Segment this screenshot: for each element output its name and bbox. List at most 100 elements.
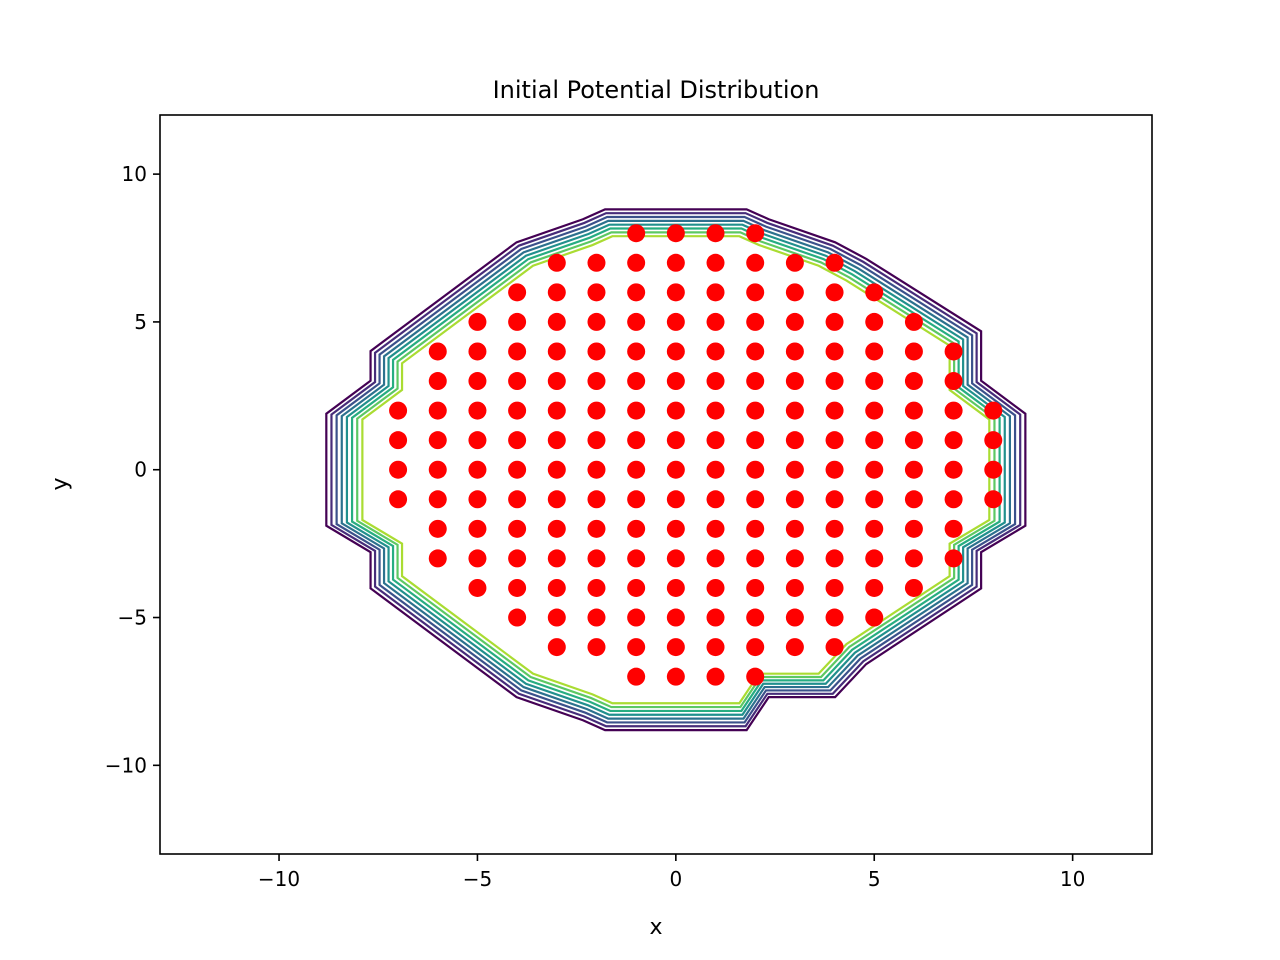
scatter-point bbox=[865, 372, 884, 391]
scatter-point bbox=[666, 490, 685, 509]
scatter-point bbox=[508, 312, 527, 331]
scatter-point bbox=[587, 490, 606, 509]
x-tick-label: −10 bbox=[258, 867, 300, 891]
scatter-point bbox=[627, 401, 646, 420]
scatter-point bbox=[587, 638, 606, 657]
scatter-point bbox=[785, 312, 804, 331]
scatter-point bbox=[865, 549, 884, 568]
scatter-point bbox=[904, 312, 923, 331]
y-tick-label: −10 bbox=[105, 753, 147, 777]
scatter-point bbox=[706, 431, 725, 450]
scatter-point bbox=[508, 549, 527, 568]
scatter-point bbox=[468, 401, 487, 420]
scatter-point bbox=[666, 638, 685, 657]
scatter-point bbox=[666, 312, 685, 331]
scatter-point bbox=[746, 342, 765, 361]
scatter-point bbox=[706, 608, 725, 627]
scatter-point bbox=[587, 578, 606, 597]
scatter-point bbox=[587, 519, 606, 538]
scatter-point bbox=[547, 312, 566, 331]
chart-title: Initial Potential Distribution bbox=[493, 76, 820, 104]
scatter-point bbox=[706, 667, 725, 686]
scatter-point bbox=[746, 490, 765, 509]
scatter-point bbox=[904, 372, 923, 391]
contour-level-5 bbox=[345, 223, 1006, 716]
scatter-point bbox=[944, 431, 963, 450]
scatter-point bbox=[389, 490, 408, 509]
scatter-point bbox=[428, 372, 447, 391]
scatter-point bbox=[746, 608, 765, 627]
scatter-point bbox=[547, 283, 566, 302]
scatter-point bbox=[666, 460, 685, 479]
scatter-point bbox=[865, 342, 884, 361]
scatter-point bbox=[547, 342, 566, 361]
scatter-point bbox=[746, 253, 765, 272]
scatter-point bbox=[785, 372, 804, 391]
scatter-point bbox=[746, 667, 765, 686]
scatter-point bbox=[746, 372, 765, 391]
scatter-point bbox=[468, 312, 487, 331]
scatter-point bbox=[428, 401, 447, 420]
scatter-point bbox=[587, 253, 606, 272]
scatter-point bbox=[865, 608, 884, 627]
x-tick-label: 10 bbox=[1060, 867, 1085, 891]
scatter-point bbox=[587, 312, 606, 331]
scatter-point bbox=[428, 549, 447, 568]
scatter-point bbox=[746, 431, 765, 450]
scatter-point bbox=[785, 253, 804, 272]
scatter-point bbox=[547, 431, 566, 450]
scatter-point bbox=[944, 460, 963, 479]
scatter-point bbox=[666, 401, 685, 420]
scatter-point bbox=[627, 312, 646, 331]
scatter-point bbox=[627, 460, 646, 479]
scatter-point bbox=[865, 312, 884, 331]
scatter-point bbox=[785, 342, 804, 361]
scatter-point bbox=[468, 342, 487, 361]
scatter-point bbox=[666, 253, 685, 272]
contour-level-1 bbox=[325, 208, 1027, 732]
scatter-point bbox=[547, 490, 566, 509]
scatter-point bbox=[904, 342, 923, 361]
scatter-point bbox=[746, 578, 765, 597]
scatter-point bbox=[944, 342, 963, 361]
scatter-point bbox=[706, 549, 725, 568]
scatter-point bbox=[984, 460, 1003, 479]
scatter-point bbox=[746, 460, 765, 479]
scatter-point bbox=[825, 608, 844, 627]
scatter-point bbox=[746, 312, 765, 331]
scatter-point bbox=[785, 549, 804, 568]
scatter-point bbox=[746, 549, 765, 568]
scatter-points bbox=[389, 224, 1003, 686]
scatter-point bbox=[984, 401, 1003, 420]
scatter-point bbox=[547, 253, 566, 272]
scatter-point bbox=[825, 638, 844, 657]
scatter-point bbox=[468, 372, 487, 391]
scatter-point bbox=[547, 460, 566, 479]
scatter-point bbox=[706, 638, 725, 657]
scatter-point bbox=[468, 549, 487, 568]
scatter-point bbox=[627, 431, 646, 450]
scatter-point bbox=[904, 549, 923, 568]
scatter-point bbox=[785, 490, 804, 509]
scatter-point bbox=[904, 431, 923, 450]
x-tick-label: −5 bbox=[463, 867, 492, 891]
scatter-point bbox=[508, 490, 527, 509]
contour-level-2 bbox=[330, 212, 1022, 728]
scatter-point bbox=[746, 401, 765, 420]
x-axis-ticks: −10 −5 0 5 10 bbox=[258, 854, 1085, 891]
contour-level-3 bbox=[335, 215, 1017, 724]
scatter-point bbox=[587, 342, 606, 361]
scatter-point bbox=[508, 460, 527, 479]
y-tick-label: −5 bbox=[118, 606, 147, 630]
scatter-point bbox=[706, 490, 725, 509]
x-tick-label: 5 bbox=[868, 867, 881, 891]
scatter-point bbox=[468, 519, 487, 538]
scatter-point bbox=[666, 342, 685, 361]
scatter-point bbox=[825, 401, 844, 420]
scatter-point bbox=[666, 224, 685, 243]
scatter-point bbox=[508, 283, 527, 302]
scatter-point bbox=[984, 490, 1003, 509]
scatter-point bbox=[508, 578, 527, 597]
